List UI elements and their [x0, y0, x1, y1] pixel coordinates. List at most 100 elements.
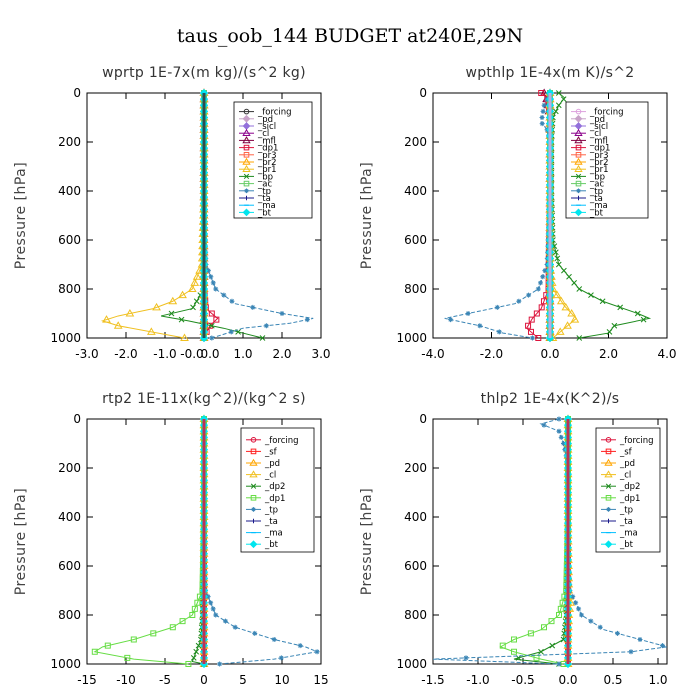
y-tick-label: 800 [404, 282, 427, 296]
legend-label: _forcing [257, 108, 292, 118]
y-axis-label: Pressure [hPa] [13, 488, 29, 595]
legend-label: _dp2 [264, 482, 285, 492]
x-tick-label: 0 [200, 673, 208, 687]
data-point [213, 286, 219, 292]
data-point [213, 612, 219, 618]
legend-marker [242, 208, 251, 217]
data-point [217, 661, 223, 667]
legend-entry: _mfl [239, 136, 276, 146]
y-tick-label: 600 [58, 233, 81, 247]
data-point [571, 280, 577, 286]
legend-label: _ma [257, 201, 276, 211]
legend-label: _tp [257, 187, 271, 197]
legend-label: _sf [619, 447, 633, 457]
data-point [192, 272, 202, 280]
data-point [229, 298, 235, 304]
y-tick-label: 400 [404, 510, 427, 524]
data-point [168, 310, 175, 317]
legend-entry: _bp [239, 172, 273, 182]
legend-label: _mfl [589, 136, 608, 146]
legend-marker [242, 136, 251, 144]
data-point [205, 268, 211, 274]
legend-label: _tp [589, 187, 603, 197]
data-point [124, 654, 131, 661]
data-point [185, 661, 192, 667]
data-point [178, 316, 185, 323]
legend-marker [575, 152, 582, 158]
legend-entry: _pd [239, 115, 273, 125]
legend: _forcing_pd_sicl_cl_mfl_dp1_pr3_pr2_pr1_… [565, 101, 649, 219]
y-tick-label: 400 [58, 510, 81, 524]
legend-label: _dp1 [257, 144, 278, 154]
data-point [263, 323, 269, 329]
y-tick-label: 200 [58, 461, 81, 475]
data-point [537, 280, 543, 286]
data-point [561, 302, 571, 311]
legend-marker [250, 448, 257, 455]
y-tick-label: 0 [419, 412, 427, 426]
y-tick-label: 1000 [396, 657, 427, 671]
legend-entry: _pd [601, 458, 635, 469]
legend-marker [605, 448, 612, 455]
legend-entry: _dp1 [571, 144, 610, 154]
data-point [511, 648, 517, 655]
data-point [560, 636, 567, 643]
legend-marker [243, 108, 250, 115]
y-tick-label: 200 [58, 135, 81, 149]
legend-marker [243, 173, 250, 180]
data-point [576, 335, 583, 341]
data-point [232, 624, 238, 630]
legend-marker [575, 108, 582, 115]
legend-marker [574, 136, 583, 144]
data-point [221, 292, 227, 298]
data-point [190, 655, 197, 661]
data-point [527, 328, 534, 335]
data-point [180, 333, 189, 341]
data-point [533, 310, 540, 317]
x-tick-label: -2.0 [480, 347, 503, 361]
data-point [539, 115, 545, 120]
x-tick-label: -4.0 [421, 347, 444, 361]
legend-marker [242, 128, 251, 136]
y-tick-label: 400 [404, 184, 427, 198]
data-point [628, 649, 634, 655]
data-point [535, 335, 542, 341]
legend-label: _ta [589, 194, 603, 204]
data-point [615, 630, 620, 636]
legend-label: _ta [257, 194, 271, 204]
data-point [271, 637, 277, 642]
data-point [465, 311, 471, 316]
data-point [570, 594, 576, 600]
legend-marker [244, 195, 249, 201]
figure-title: taus_oob_144 BUDGET at240E,29N [177, 25, 523, 47]
data-point [194, 599, 201, 606]
legend-entry: _pr1 [239, 164, 277, 175]
legend-entry: _cl [571, 128, 601, 139]
data-point [634, 310, 641, 317]
panel-title: wpthlp 1E-4x(m K)/s^2 [465, 65, 634, 81]
y-tick-label: 0 [419, 86, 427, 100]
panel-1: wprtp 1E-7x(m kg)/(s^2 kg) -3.0 -2.0 -1.0 -0… [13, 65, 331, 361]
x-tick-label: 2.0 [272, 347, 291, 361]
data-point [193, 298, 200, 305]
data-point [549, 642, 556, 649]
x-tick-label: -5 [159, 673, 171, 687]
data-point [548, 618, 555, 625]
legend-label: _dp1 [619, 494, 640, 504]
legend-marker [249, 458, 258, 466]
legend-marker [576, 195, 581, 201]
data-point [146, 327, 156, 335]
data-point [208, 322, 215, 329]
legend-marker [604, 540, 613, 549]
legend-entry: _pr3 [571, 151, 609, 161]
legend-label: _mfl [257, 136, 276, 146]
legend-label: _cl [589, 129, 601, 139]
legend-label: _pr3 [589, 151, 609, 161]
data-point [570, 315, 580, 323]
legend-marker [243, 144, 250, 151]
y-tick-label: 1000 [50, 331, 81, 345]
legend-marker [574, 128, 583, 136]
data-point [494, 304, 500, 310]
x-tick-label: 1.0 [233, 347, 252, 361]
